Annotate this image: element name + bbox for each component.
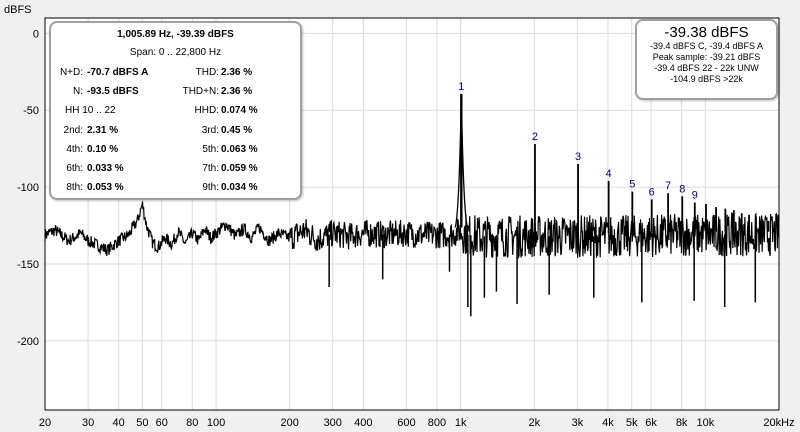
- fundamental-skirt: [454, 93, 468, 228]
- x-tick-label: 2k: [529, 417, 541, 429]
- x-tick-label: 800: [428, 417, 446, 429]
- h7-label: 7th:: [202, 163, 219, 174]
- h3-label: 3rd:: [201, 125, 219, 136]
- span-readout: Span: 0 .. 22,800 Hz: [129, 47, 222, 58]
- hhd-value: 0.074 %: [221, 105, 258, 116]
- harmonic-label: 5: [629, 179, 635, 191]
- x-tick-label: 20: [39, 417, 51, 429]
- y-axis-label: dBFS: [4, 4, 32, 16]
- h6-value: 0.033 %: [87, 163, 124, 174]
- spectrum-trace: [44, 93, 780, 317]
- harmonic-label: 4: [606, 168, 612, 180]
- x-axis-ticks: 20 30 40 50 60 80 100 200 300 400 600 800 1k 2k 3k 4k 5k…: [39, 417, 795, 429]
- x-tick-label: 1k: [455, 417, 467, 429]
- h2-label: 2nd:: [63, 125, 83, 136]
- harmonic-label: 6: [649, 186, 655, 198]
- x-tick-label: 4k: [602, 417, 614, 429]
- h2-value: 2.31 %: [87, 125, 119, 136]
- spectrum-noise-line: [44, 201, 780, 260]
- harmonic-labels: 1 2 3 4 5 67 89: [458, 81, 698, 202]
- x-tick-label: 3k: [572, 417, 584, 429]
- n-value: -93.5 dBFS: [87, 86, 139, 97]
- level-readout: -39.38 dBFS: [664, 24, 749, 41]
- weighted-level: -39.4 dBFS C, -39.4 dBFS A: [649, 41, 764, 51]
- x-tick-label: 8k: [676, 417, 688, 429]
- x-tick-label: 30: [82, 417, 94, 429]
- level-panel[interactable]: -39.38 dBFS -39.4 dBFS C, -39.4 dBFS A P…: [635, 19, 778, 100]
- h4-value: 0.10 %: [87, 144, 119, 155]
- x-tick-label: 400: [354, 417, 372, 429]
- harmonic-label: 2: [532, 131, 538, 143]
- peak-sample: Peak sample: -39.21 dBFS: [652, 52, 761, 62]
- unweighted-level: -39.4 dBFS 22 - 22k UNW: [654, 63, 759, 73]
- hh-range-label: HH 10 .. 22: [65, 105, 116, 116]
- y-tick-label: -150: [17, 259, 39, 271]
- thdn-label: THD+N:: [182, 86, 219, 97]
- statistics-panel[interactable]: 1,005.89 Hz, -39.39 dBFS Span: 0 .. 22,8…: [49, 21, 302, 200]
- harmonic-label: 8: [679, 183, 685, 195]
- cursor-readout: 1,005.89 Hz, -39.39 dBFS: [117, 29, 234, 40]
- h5-value: 0.063 %: [221, 144, 258, 155]
- h9-label: 9th:: [202, 182, 219, 193]
- harmonic-label: 3: [575, 151, 581, 163]
- x-tick-label: 300: [324, 417, 342, 429]
- thd-label: THD:: [195, 67, 219, 78]
- h9-value: 0.034 %: [221, 182, 258, 193]
- x-tick-label: 6k: [645, 417, 657, 429]
- x-tick-label: 600: [397, 417, 415, 429]
- y-tick-label: 0: [33, 28, 39, 40]
- y-tick-label: -50: [23, 105, 39, 117]
- h6-label: 6th:: [66, 163, 83, 174]
- h7-value: 0.059 %: [221, 163, 258, 174]
- h5-label: 5th:: [202, 144, 219, 155]
- h8-value: 0.053 %: [87, 182, 124, 193]
- h8-label: 8th:: [66, 182, 83, 193]
- x-tick-label: 200: [280, 417, 298, 429]
- harmonic-label: 9: [692, 189, 698, 201]
- y-axis-ticks: 0 -50 -100 -150 -200: [17, 28, 39, 347]
- x-tick-label: 20kHz: [763, 417, 794, 429]
- y-tick-label: -100: [17, 182, 39, 194]
- above-22k-level: -104.9 dBFS >22k: [670, 74, 743, 84]
- x-tick-label: 60: [156, 417, 168, 429]
- n-label: N:: [73, 86, 83, 97]
- harmonic-label: 1: [458, 81, 464, 93]
- x-tick-label: 80: [186, 417, 198, 429]
- h3-value: 0.45 %: [221, 125, 253, 136]
- thdn-value: 2.36 %: [221, 86, 253, 97]
- plot-frame: [44, 17, 780, 411]
- x-tick-label: 40: [113, 417, 125, 429]
- thd-value: 2.36 %: [221, 67, 253, 78]
- x-tick-label: 100: [207, 417, 225, 429]
- nd-label: N+D:: [59, 67, 83, 78]
- harmonic-label: 7: [665, 180, 671, 192]
- x-tick-label: 50: [136, 417, 148, 429]
- h4-label: 4th:: [66, 144, 83, 155]
- nd-value: -70.7 dBFS A: [87, 67, 149, 78]
- y-tick-label: -200: [17, 336, 39, 348]
- x-tick-label: 5k: [626, 417, 638, 429]
- x-tick-label: 10k: [696, 417, 714, 429]
- hhd-label: HHD:: [194, 105, 219, 116]
